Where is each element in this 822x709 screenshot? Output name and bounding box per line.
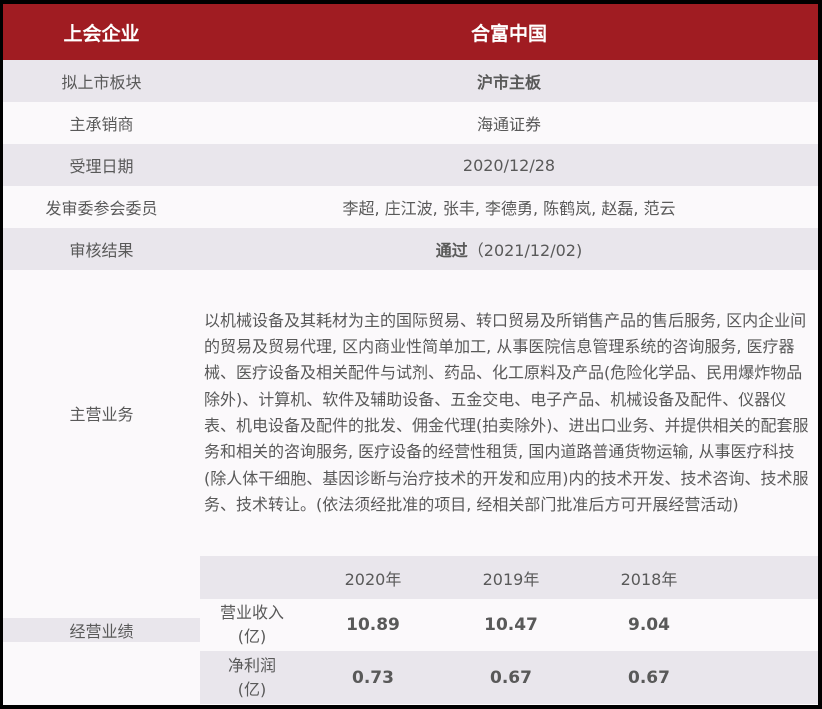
table-row: 拟上市板块 沪市主板 bbox=[3, 60, 818, 102]
performance-row: 经营业绩 2020年 2019年 2018年 营业收入 (亿) 10.89 10.… bbox=[3, 556, 818, 704]
row-label: 经营业绩 bbox=[3, 618, 200, 642]
row-label: 受理日期 bbox=[69, 157, 134, 176]
table-row: 主承销商 海通证券 bbox=[3, 102, 818, 144]
row-value: 沪市主板 bbox=[476, 73, 541, 92]
header-label: 上会企业 bbox=[63, 22, 140, 45]
row-value: 海通证券 bbox=[476, 115, 541, 134]
metric-label: 净利润 (亿) bbox=[227, 655, 276, 699]
business-row: 主营业务 以机械设备及其耗材为主的国际贸易、转口贸易及所销售产品的售后服务, 区… bbox=[3, 270, 818, 556]
row-value: 李超, 庄江波, 张丰, 李德勇, 陈鹤岚, 赵磊, 范云 bbox=[342, 199, 676, 218]
row-value: 2020/12/28 bbox=[462, 155, 556, 175]
metric-value: 10.47 bbox=[484, 615, 538, 635]
year-header: 2020年 bbox=[344, 569, 402, 589]
year-header: 2018年 bbox=[620, 569, 678, 589]
metric-row: 营业收入 (亿) 10.89 10.47 9.04 bbox=[200, 599, 818, 651]
row-label: 主营业务 bbox=[69, 405, 134, 424]
years-row: 2020年 2019年 2018年 bbox=[200, 556, 818, 599]
row-label: 主承销商 bbox=[69, 115, 134, 134]
metric-label: 营业收入 (亿) bbox=[219, 603, 284, 646]
table-header: 上会企业 合富中国 bbox=[3, 4, 818, 60]
row-value: 通过（2021/12/02) bbox=[200, 237, 818, 261]
metric-value: 0.73 bbox=[352, 667, 394, 688]
row-label: 拟上市板块 bbox=[61, 73, 142, 92]
row-label: 发审委参会委员 bbox=[45, 199, 158, 218]
performance-subtable: 2020年 2019年 2018年 营业收入 (亿) 10.89 10.47 9.… bbox=[200, 556, 818, 704]
review-result: 通过 bbox=[435, 241, 468, 260]
table-row: 发审委参会委员 李超, 庄江波, 张丰, 李德勇, 陈鹤岚, 赵磊, 范云 bbox=[3, 186, 818, 228]
business-text: 以机械设备及其耗材为主的国际贸易、转口贸易及所销售产品的售后服务, 区内企业间的… bbox=[204, 310, 809, 514]
row-label: 审核结果 bbox=[69, 241, 134, 260]
year-header: 2019年 bbox=[482, 569, 540, 589]
review-date: （2021/12/02) bbox=[467, 241, 583, 260]
ipo-info-table: 上会企业 合富中国 拟上市板块 沪市主板 主承销商 海通证券 受理日期 2020… bbox=[3, 4, 818, 705]
table-row: 受理日期 2020/12/28 bbox=[3, 144, 818, 186]
metric-value: 9.04 bbox=[628, 615, 670, 635]
metric-row: 净利润 (亿) 0.73 0.67 0.67 bbox=[200, 651, 818, 704]
metric-value: 10.89 bbox=[346, 615, 400, 635]
metric-value: 0.67 bbox=[628, 667, 670, 688]
company-name: 合富中国 bbox=[470, 22, 547, 45]
metric-value: 0.67 bbox=[490, 667, 532, 688]
table-row: 审核结果 通过（2021/12/02) bbox=[3, 228, 818, 270]
